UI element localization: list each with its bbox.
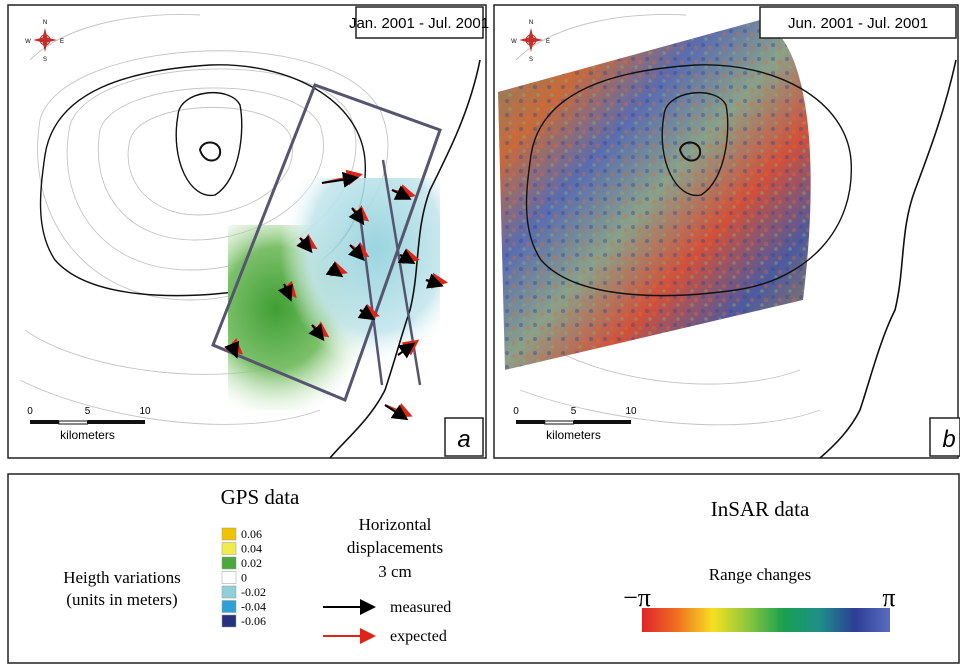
range-title: Range changes: [709, 565, 811, 584]
height-swatch: [222, 543, 236, 555]
compass-label: E: [60, 39, 64, 45]
height-label: 0: [241, 571, 247, 585]
displacement-title: 3 cm: [378, 562, 412, 581]
displacement-title: Horizontal: [359, 515, 432, 534]
compass-label: E: [546, 39, 550, 45]
height-label: -0.04: [241, 600, 266, 614]
height-swatch: [222, 586, 236, 598]
height-label: 0.06: [241, 527, 262, 541]
measured-label: measured: [390, 599, 451, 616]
period-label: Jun. 2001 - Jul. 2001: [788, 15, 928, 32]
gps-title: GPS data: [221, 485, 300, 509]
period-label: Jan. 2001 - Jul. 2001: [349, 15, 489, 32]
range-max: π: [882, 583, 895, 612]
displacement-title: displacements: [347, 538, 443, 557]
scale-segment: [59, 421, 88, 424]
height-label: -0.02: [241, 585, 266, 599]
scale-segment: [88, 420, 146, 424]
height-title: (units in meters): [66, 590, 177, 609]
scale-segment: [30, 420, 59, 424]
scale-tick-label: 10: [625, 406, 637, 417]
height-label: -0.06: [241, 614, 266, 628]
expected-label: expected: [390, 628, 447, 645]
range-min: −π: [623, 583, 651, 612]
height-swatch: [222, 615, 236, 627]
compass-label: S: [529, 57, 533, 63]
scale-tick-label: 0: [513, 406, 519, 417]
scale-tick-label: 0: [27, 406, 33, 417]
panel-b: Jun. 2001 - Jul. 2001 b: [494, 5, 960, 458]
height-swatch: [222, 528, 236, 540]
scale-segment: [574, 420, 632, 424]
height-title: Heigth variations: [63, 568, 181, 587]
scale-unit: kilometers: [60, 428, 115, 442]
compass-label: W: [511, 39, 517, 45]
compass-label: N: [529, 20, 533, 26]
panel-letter: b: [942, 426, 955, 453]
compass-label: S: [43, 57, 47, 63]
height-swatch: [222, 601, 236, 613]
range-colorbar: [642, 608, 890, 632]
figure: Jan. 2001 - Jul. 2001 a Jun. 2001 - Jul.…: [0, 0, 960, 668]
scale-segment: [516, 420, 545, 424]
compass-label: W: [25, 39, 31, 45]
height-swatch: [222, 557, 236, 569]
panel-a: Jan. 2001 - Jul. 2001 a: [8, 5, 489, 458]
insar-title: InSAR data: [711, 497, 810, 521]
height-label: 0.04: [241, 542, 262, 556]
scale-segment: [545, 421, 574, 424]
height-swatch: [222, 572, 236, 584]
legend: GPS data Heigth variations (units in met…: [8, 474, 959, 663]
compass-label: N: [43, 20, 47, 26]
scale-tick-label: 5: [85, 406, 91, 417]
height-label: 0.02: [241, 556, 262, 570]
scale-tick-label: 10: [139, 406, 151, 417]
scale-unit: kilometers: [546, 428, 601, 442]
scale-tick-label: 5: [571, 406, 577, 417]
panel-letter: a: [457, 426, 470, 453]
